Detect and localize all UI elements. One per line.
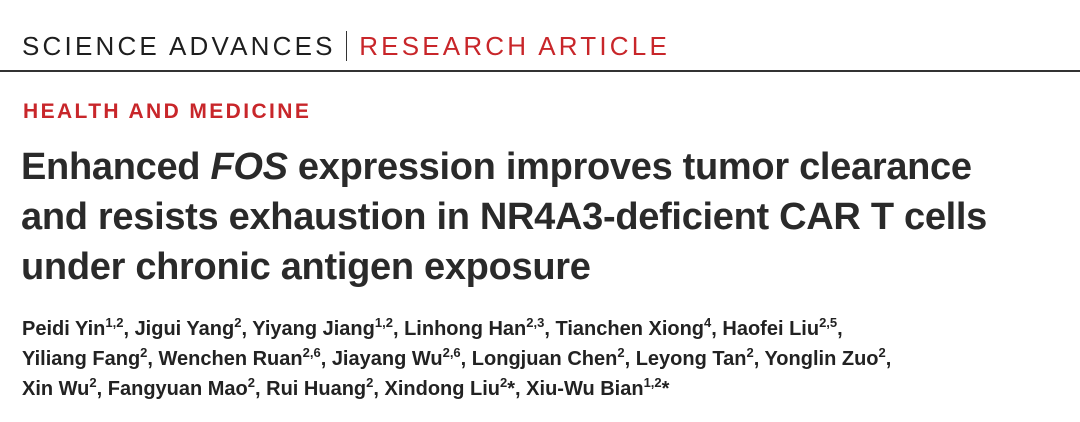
author-separator: , [460, 348, 472, 370]
journal-header: SCIENCE ADVANCES RESEARCH ARTICLE [22, 26, 670, 66]
author-separator: , [885, 348, 892, 370]
article-title: Enhanced FOS expression improves tumor c… [21, 142, 1071, 292]
author-affiliation: 2,3 [526, 315, 545, 330]
header-divider [345, 31, 348, 61]
author-name[interactable]: Xindong Liu [384, 378, 501, 400]
author-affiliation: 2 [617, 345, 625, 360]
author-affiliation: 2,6 [302, 345, 321, 360]
author-separator: , [123, 318, 135, 340]
section-label: HEALTH AND MEDICINE [23, 100, 312, 123]
author-affiliation: 1,2 [105, 315, 124, 330]
author-separator: , [544, 318, 556, 340]
author-affiliation: 2 [500, 375, 508, 390]
title-line-2: and resists exhaustion in NR4A3-deficien… [21, 196, 988, 238]
author-line: Xin Wu2, Fangyuan Mao2, Rui Huang2, Xind… [22, 374, 1072, 404]
title-text: Enhanced [21, 146, 211, 188]
author-name[interactable]: Yonglin Zuo [764, 348, 879, 370]
title-line-1: Enhanced FOS expression improves tumor c… [21, 142, 1071, 192]
author-line: Peidi Yin1,2, Jigui Yang2, Yiyang Jiang1… [22, 314, 1072, 344]
author-name[interactable]: Jigui Yang [134, 318, 235, 340]
author-name[interactable]: Xiu-Wu Bian [526, 378, 644, 400]
title-line-3: under chronic antigen exposure [21, 246, 591, 288]
author-name[interactable]: Yiliang Fang [22, 348, 141, 370]
author-name[interactable]: Tianchen Xiong [555, 318, 705, 340]
author-name[interactable]: Haofei Liu [722, 318, 820, 340]
author-affiliation: 2 [746, 345, 754, 360]
author-separator: , [837, 318, 843, 340]
author-name[interactable]: Yiyang Jiang [252, 318, 375, 340]
author-list: Peidi Yin1,2, Jigui Yang2, Yiyang Jiang1… [22, 314, 1072, 404]
author-affiliation: 2 [366, 375, 374, 390]
author-separator: , [147, 348, 159, 370]
author-name[interactable]: Linhong Han [404, 318, 527, 340]
author-separator: , [392, 318, 405, 340]
author-name[interactable]: Jiayang Wu [331, 348, 443, 370]
header-rule [0, 70, 1080, 72]
author-name[interactable]: Xin Wu [22, 378, 90, 400]
author-affiliation: 2 [247, 375, 256, 390]
author-separator: , [241, 318, 253, 340]
author-name[interactable]: Fangyuan Mao [107, 378, 248, 400]
journal-name: SCIENCE ADVANCES [22, 30, 336, 61]
author-affiliation: 4 [704, 315, 712, 330]
author-separator: * [661, 378, 670, 400]
article-type: RESEARCH ARTICLE [359, 30, 670, 61]
author-name[interactable]: Longjuan Chen [471, 348, 618, 370]
author-name[interactable]: Wenchen Ruan [158, 348, 303, 370]
author-affiliation: 2,5 [819, 315, 838, 330]
author-separator: , [624, 348, 636, 370]
author-separator: , [255, 378, 267, 400]
author-affiliation: 1,2 [643, 375, 662, 390]
author-separator: , [96, 378, 108, 400]
author-affiliation: 2 [234, 315, 242, 330]
author-affiliation: 2,6 [442, 345, 461, 360]
title-gene-name: FOS [210, 146, 288, 188]
author-name[interactable]: Leyong Tan [635, 348, 747, 370]
author-affiliation: 2 [89, 375, 97, 390]
author-separator: , [711, 318, 723, 340]
author-separator: , [373, 378, 385, 400]
author-separator: *, [507, 378, 527, 400]
author-name[interactable]: Rui Huang [266, 378, 367, 400]
title-text: expression improves tumor clearance [287, 146, 972, 188]
author-affiliation: 2 [140, 345, 148, 360]
author-name[interactable]: Peidi Yin [22, 318, 106, 340]
author-affiliation: 2 [878, 345, 886, 360]
author-separator: , [753, 348, 765, 370]
author-line: Yiliang Fang2, Wenchen Ruan2,6, Jiayang … [22, 344, 1072, 374]
author-affiliation: 1,2 [374, 315, 393, 330]
author-separator: , [320, 348, 332, 370]
